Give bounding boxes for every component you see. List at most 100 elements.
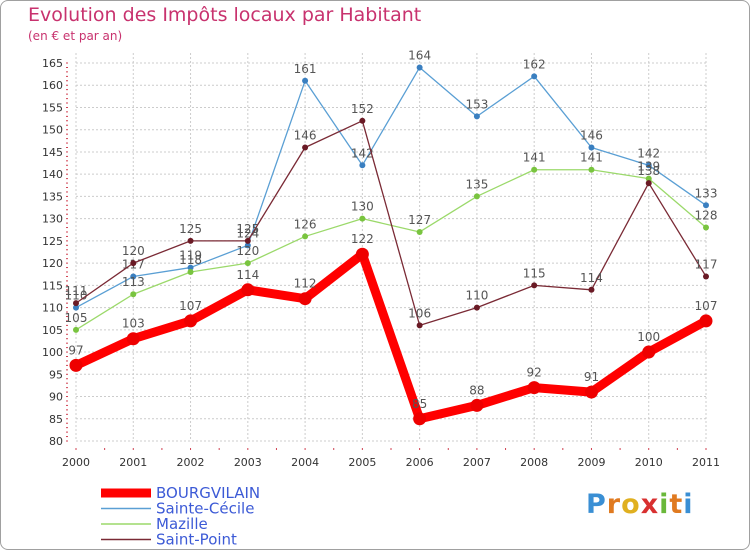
y-tick-label: 145 [42, 146, 63, 159]
data-point [473, 113, 480, 120]
series-saint-point: 111 120 125 125 146 152 106 110 115 114 138 117 [65, 102, 718, 329]
y-tick-label: 85 [49, 413, 63, 426]
legend-label: BOURGVILAIN [156, 484, 260, 502]
data-point [473, 304, 480, 311]
data-label: 91 [584, 370, 599, 384]
data-point [473, 193, 480, 200]
logo-letter: i [683, 489, 694, 520]
data-point [527, 381, 541, 395]
data-label: 92 [527, 366, 542, 380]
x-tick-label: 2002 [177, 456, 205, 469]
data-label: 114 [236, 268, 259, 282]
data-label: 97 [68, 343, 83, 357]
data-label: 122 [351, 232, 374, 246]
data-label: 128 [695, 209, 718, 223]
y-tick-label: 90 [49, 391, 63, 404]
y-tick-label: 80 [49, 435, 63, 448]
data-label: 124 [236, 226, 259, 240]
series-line [71, 249, 711, 424]
data-point [416, 64, 423, 71]
data-label: 120 [236, 244, 259, 258]
data-label: 111 [65, 284, 88, 298]
data-point [244, 237, 251, 244]
legend-label: Mazille [156, 515, 208, 533]
data-label: 146 [294, 128, 317, 142]
data-label: 88 [469, 383, 484, 397]
data-point [588, 144, 595, 151]
data-point [130, 260, 137, 267]
data-label: 107 [179, 299, 202, 313]
data-label: 115 [523, 266, 546, 280]
data-label: 107 [695, 299, 718, 313]
data-label: 103 [122, 317, 145, 331]
y-tick-label: 125 [42, 235, 63, 248]
chart-subtitle: (en € et par an) [28, 29, 123, 43]
series-line [75, 120, 707, 327]
x-tick-label: 2010 [635, 456, 663, 469]
data-point [531, 166, 538, 173]
x-tick-label: 2005 [348, 456, 376, 469]
data-point [413, 412, 427, 426]
data-point [703, 202, 709, 209]
data-point [645, 162, 652, 169]
legend-label: Sainte-Cécile [156, 500, 254, 518]
data-point [130, 291, 137, 298]
x-tick-label: 2000 [62, 456, 90, 469]
x-tick-label: 2006 [406, 456, 434, 469]
data-point [244, 242, 251, 249]
y-tick-label: 100 [42, 346, 63, 359]
data-label: 114 [580, 271, 603, 285]
data-label: 110 [465, 289, 488, 303]
data-label: 130 [351, 200, 374, 214]
data-point [359, 117, 366, 124]
data-point [184, 314, 198, 328]
data-point [359, 162, 366, 169]
data-label: 146 [580, 128, 603, 142]
data-label: 142 [637, 146, 660, 160]
data-point [531, 282, 538, 289]
y-tick-label: 95 [49, 368, 63, 381]
y-tick-label: 105 [42, 324, 63, 337]
data-label: 105 [65, 311, 88, 325]
data-label: 85 [412, 397, 427, 411]
logo-letter: P [586, 489, 607, 520]
y-tick-label: 140 [42, 168, 63, 181]
data-point [416, 322, 423, 329]
data-point [302, 233, 309, 240]
proxiti-logo: Proxiti [586, 489, 694, 520]
y-tick-label: 155 [42, 101, 63, 114]
data-label: 117 [695, 257, 718, 271]
data-point [244, 260, 251, 267]
data-label: 113 [122, 275, 145, 289]
data-label: 141 [523, 151, 546, 165]
data-point [703, 224, 709, 231]
logo-letter: i [659, 489, 670, 520]
data-label: 139 [637, 160, 660, 174]
y-tick-label: 165 [42, 57, 63, 70]
data-point [642, 345, 656, 359]
data-label: 126 [294, 217, 317, 231]
y-tick-label: 150 [42, 124, 63, 137]
y-tick-label: 110 [42, 302, 63, 315]
data-point [531, 73, 538, 80]
data-point [298, 292, 312, 306]
y-tick-label: 115 [42, 279, 63, 292]
x-tick-label: 2008 [520, 456, 548, 469]
data-point [302, 144, 309, 151]
data-point [126, 332, 140, 346]
data-label: 162 [523, 57, 546, 71]
data-point [645, 180, 652, 187]
data-point [187, 264, 194, 271]
data-point [703, 273, 709, 280]
data-point [73, 326, 79, 333]
data-label: 125 [179, 222, 202, 236]
data-point [359, 215, 366, 222]
data-point [699, 314, 713, 328]
y-tick-label: 160 [42, 79, 63, 92]
data-point [645, 175, 652, 182]
logo-letter: o [621, 489, 641, 520]
data-label: 152 [351, 102, 374, 116]
data-label: 118 [179, 253, 202, 267]
data-label: 141 [580, 151, 603, 165]
